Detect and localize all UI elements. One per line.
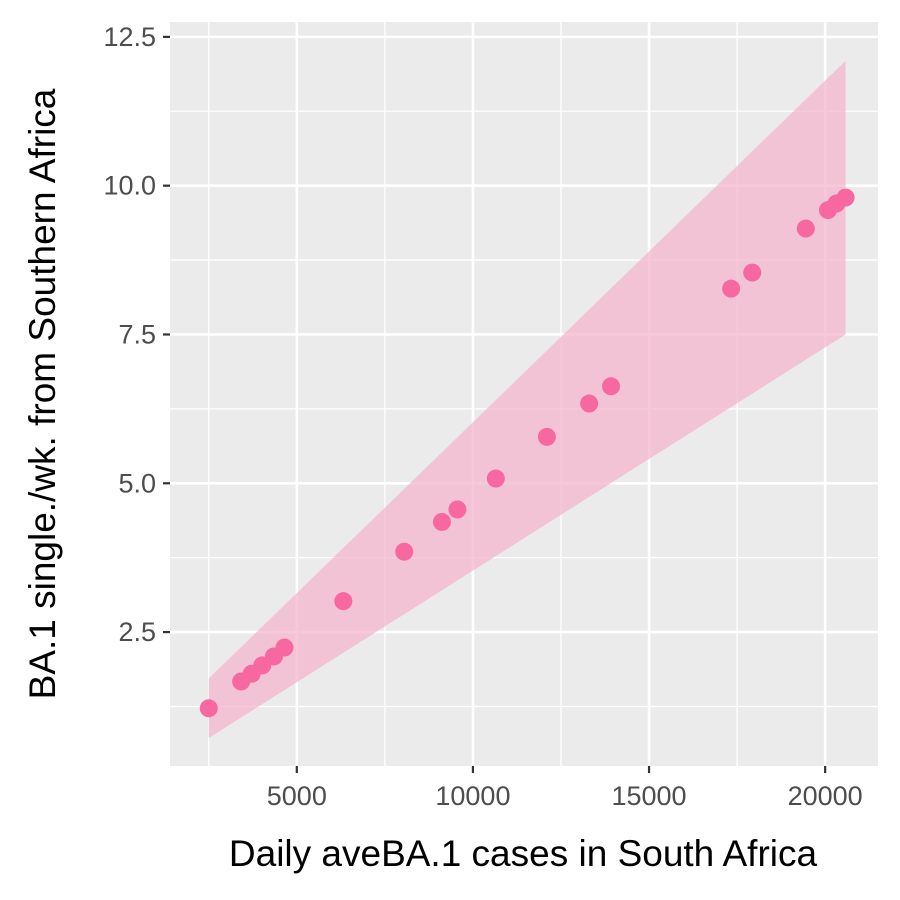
x-tick-label: 5000 (267, 781, 327, 811)
prediction-band (208, 60, 846, 739)
data-point (722, 279, 741, 298)
x-axis: 5000 10000 15000 20000 (267, 766, 863, 811)
x-axis-title: Daily aveBA.1 cases in South Africa (229, 833, 818, 874)
y-tick-label: 12.5 (103, 22, 156, 52)
data-point (334, 592, 353, 611)
y-tick-label: 5.0 (118, 468, 156, 498)
data-point (448, 500, 467, 519)
data-point (432, 512, 451, 531)
y-tick-label: 7.5 (118, 319, 156, 349)
data-point (275, 638, 294, 657)
data-point (199, 699, 218, 718)
data-point (796, 219, 815, 238)
data-point (602, 377, 621, 396)
y-tick-label: 10.0 (103, 171, 156, 201)
data-point (395, 542, 414, 561)
x-tick-label: 10000 (435, 781, 510, 811)
data-point (537, 427, 556, 446)
data-point (580, 394, 599, 413)
x-tick-label: 15000 (611, 781, 686, 811)
data-point (743, 263, 762, 282)
data-point (836, 188, 855, 207)
data-points (199, 188, 855, 718)
data-point (486, 469, 505, 488)
y-axis-title: BA.1 single./wk. from Southern Africa (22, 88, 63, 699)
y-tick-label: 2.5 (118, 617, 156, 647)
x-tick-label: 20000 (788, 781, 863, 811)
y-axis: 2.5 5.0 7.5 10.0 12.5 (103, 22, 170, 647)
